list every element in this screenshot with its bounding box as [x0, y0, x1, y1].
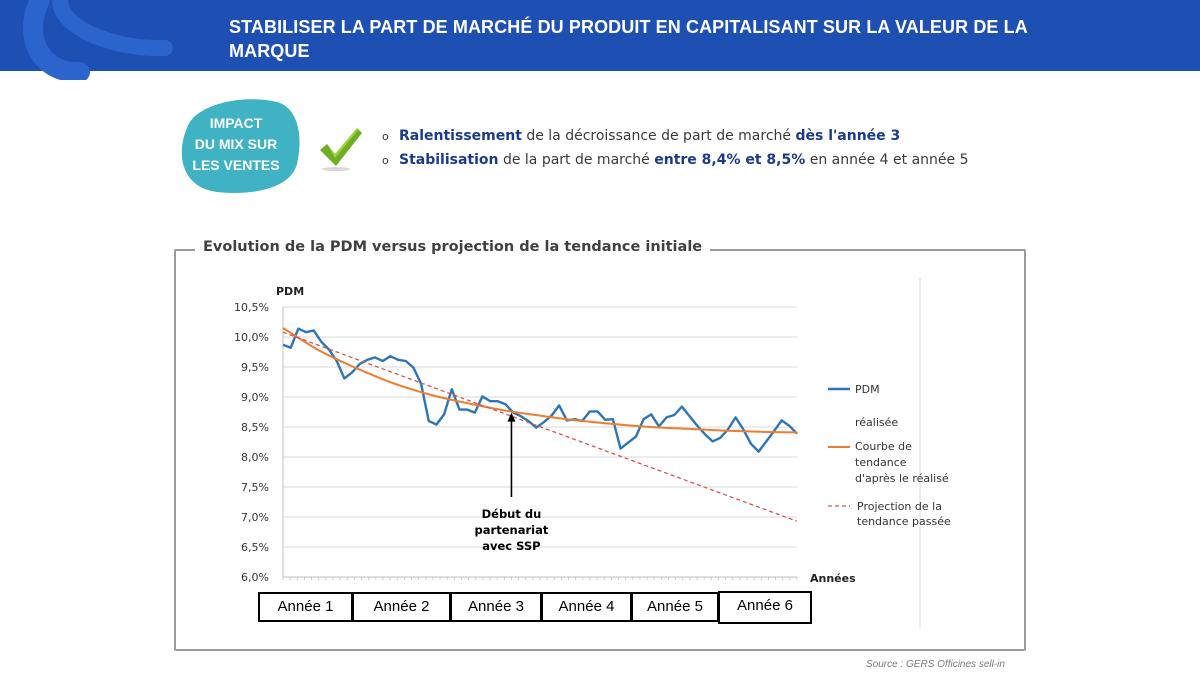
chart-legend: PDM réalisée Courbe de tendance d'après le r… [828, 383, 951, 528]
key-points-list: o Ralentissement de la décroissance de pa… [382, 124, 1002, 172]
legend-label: Courbe de [855, 440, 912, 453]
key-point-text: en année 4 et année 5 [805, 152, 969, 168]
annotation-text: avec SSP [482, 539, 540, 553]
legend-label: PDM [855, 383, 880, 396]
bullet-marker: o [382, 154, 389, 167]
key-point: o Stabilisation de la part de marché entr… [382, 148, 1002, 172]
impact-badge-text: IMPACT DU MIX SUR LES VENTES [180, 113, 292, 176]
year-period-box: Année 1 [258, 592, 353, 622]
year-period-box: Année 5 [631, 592, 719, 622]
trend-series-line [282, 327, 798, 434]
key-point: o Ralentissement de la décroissance de pa… [382, 124, 1002, 148]
chart-title: Evolution de la PDM versus projection de… [195, 239, 711, 255]
y-tick-label: 10,5% [234, 301, 269, 314]
key-point-text: de la part de marché [498, 152, 655, 168]
y-tick-label: 7,5% [241, 481, 269, 494]
legend-label: tendance [855, 456, 907, 469]
pdm-series-line [282, 327, 798, 453]
chart-axes: 10,5% 10,0% 9,5% 9,0% 8,5% 8,0% 7,5% 7,0% 6,5% 6,… [234, 278, 921, 628]
legend-label: tendance passée [857, 515, 951, 528]
chart-annotation: Début du partenariat avec SSP [475, 412, 549, 553]
key-point-bold: dès l'année 3 [795, 128, 901, 144]
header-bar [0, 0, 1200, 71]
y-tick-label: 7,0% [241, 511, 269, 524]
y-tick-label: 8,5% [241, 421, 269, 434]
legend-label: Projection de la [857, 500, 942, 513]
source-note: Source : GERS Officines sell-in [866, 659, 1005, 670]
impact-badge-shape [181, 99, 300, 193]
year-period-box: Année 3 [450, 592, 542, 622]
y-tick-label: 6,0% [241, 571, 269, 584]
x-axis-label: Années [810, 572, 856, 585]
y-tick-label: 8,0% [241, 451, 269, 464]
key-point-text: de la décroissance de part de marché [521, 128, 796, 144]
y-tick-label: 6,5% [241, 541, 269, 554]
bullet-marker: o [382, 130, 389, 143]
annotation-arrow-head [507, 412, 516, 422]
impact-line-1: IMPACT [209, 115, 263, 131]
checkmark-icon [320, 128, 362, 171]
y-tick-label: 10,0% [234, 331, 269, 344]
legend-label: d'après le réalisé [855, 472, 949, 485]
y-axis-label: PDM [276, 285, 304, 298]
year-period-box: Année 4 [541, 592, 632, 622]
key-point-bold: entre 8,4% et 8,5% [654, 152, 806, 168]
key-point-bold: Ralentissement [399, 128, 522, 144]
annotation-text: partenariat [475, 523, 549, 537]
annotation-text: Début du [482, 507, 542, 521]
page-title: STABILISER LA PART DE MARCHÉ DU PRODUIT … [229, 17, 1028, 61]
projection-series-line [282, 331, 798, 522]
y-tick-label: 9,0% [241, 391, 269, 404]
legend-label: réalisée [855, 416, 898, 429]
key-point-bold: Stabilisation [399, 152, 499, 168]
year-period-box: Année 6 [718, 591, 812, 624]
year-period-box: Année 2 [352, 592, 451, 622]
impact-line-3: LES VENTES [192, 157, 280, 173]
header-decoration [22, 0, 173, 80]
y-tick-label: 9,5% [241, 361, 269, 374]
impact-line-2: DU MIX SUR [194, 136, 278, 152]
chart-series [282, 327, 798, 522]
